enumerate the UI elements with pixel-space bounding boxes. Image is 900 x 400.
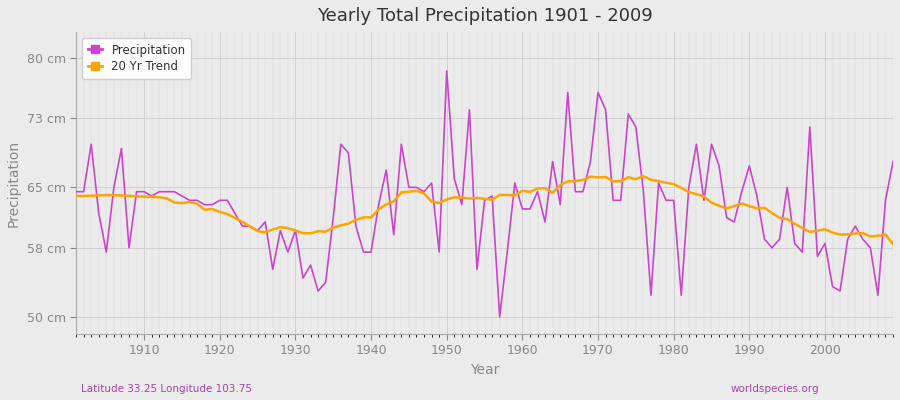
Legend: Precipitation, 20 Yr Trend: Precipitation, 20 Yr Trend xyxy=(82,38,192,79)
Text: worldspecies.org: worldspecies.org xyxy=(731,384,819,394)
Text: Latitude 33.25 Longitude 103.75: Latitude 33.25 Longitude 103.75 xyxy=(81,384,252,394)
Y-axis label: Precipitation: Precipitation xyxy=(7,140,21,227)
X-axis label: Year: Year xyxy=(470,363,500,377)
Title: Yearly Total Precipitation 1901 - 2009: Yearly Total Precipitation 1901 - 2009 xyxy=(317,7,652,25)
